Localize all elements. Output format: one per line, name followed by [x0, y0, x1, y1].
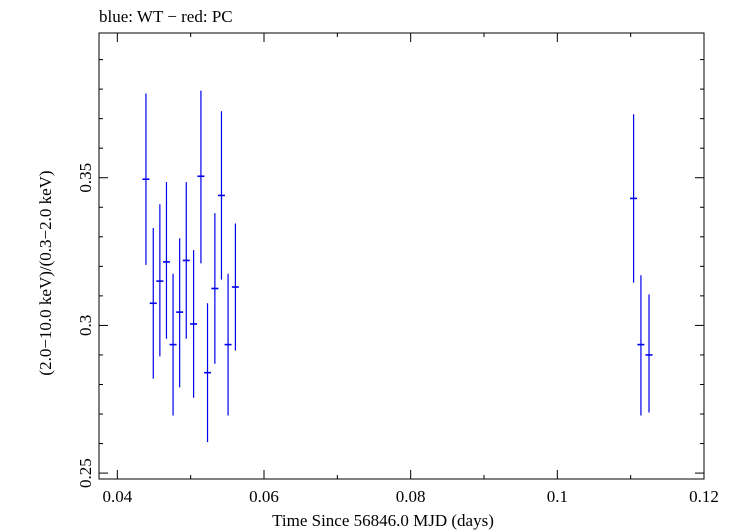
data-point: [149, 227, 157, 379]
x-tick-label: 0.06: [249, 487, 279, 506]
data-point: [190, 250, 198, 398]
x-tick-label: 0.12: [689, 487, 719, 506]
data-point: [176, 238, 184, 388]
data-points: [142, 90, 653, 443]
x-tick-label: 0.1: [547, 487, 568, 506]
data-point: [217, 111, 225, 280]
data-point: [645, 294, 653, 413]
y-tick-label: 0.25: [76, 458, 95, 488]
data-point: [204, 303, 212, 443]
x-axis: 0.04 0.06 0.08 0.1 0.12: [102, 33, 719, 506]
data-point: [197, 90, 205, 264]
data-point: [630, 114, 638, 283]
data-point: [637, 275, 645, 416]
data-point: [231, 223, 239, 351]
chart-title: blue: WT − red: PC: [99, 7, 233, 26]
x-axis-label: Time Since 56846.0 MJD (days): [272, 511, 494, 530]
x-tick-label: 0.08: [396, 487, 426, 506]
data-point: [156, 204, 164, 357]
data-point: [142, 93, 150, 265]
data-point: [169, 273, 177, 416]
x-tick-label: 0.04: [102, 487, 132, 506]
y-axis-label: (2.0−10.0 keV)/(0.3−2.0 keV): [36, 170, 55, 375]
y-axis: 0.25 0.3 0.35: [76, 59, 704, 488]
y-tick-label: 0.3: [76, 315, 95, 336]
data-point: [162, 182, 170, 339]
data-point: [211, 213, 219, 364]
data-point: [224, 273, 232, 416]
plot-frame: [98, 32, 705, 480]
data-point: [182, 182, 190, 339]
y-tick-label: 0.35: [76, 163, 95, 193]
